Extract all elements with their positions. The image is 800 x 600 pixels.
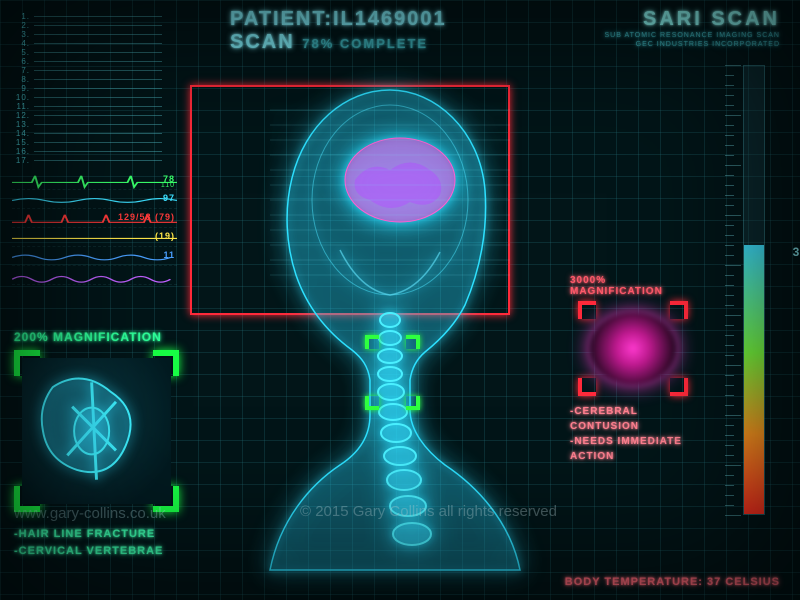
right-notes: -CEREBRAL CONTUSION -NEEDS IMMEDIATE ACT… — [570, 404, 700, 464]
scale-row: 13. — [12, 120, 162, 129]
vital-trace: (19) — [12, 230, 177, 247]
scan-label: SCAN — [230, 31, 295, 53]
contusion-detail-image — [590, 313, 676, 384]
scale-row: 10. — [12, 93, 162, 102]
vital-trace: 11 — [12, 249, 177, 266]
watermark-text: www.gary-collins.co.uk — [14, 505, 166, 522]
temperature-ticks — [725, 65, 741, 515]
right-note-1: -CEREBRAL CONTUSION — [570, 404, 700, 434]
vital-trace: 129/58 (79) — [12, 211, 177, 228]
left-magnification-panel: 200% MAGNIFICATION -HAIR LINE FRACTURE -… — [14, 330, 184, 559]
vital-trace: 78110 — [12, 173, 177, 190]
scale-row: 16. — [12, 147, 162, 156]
brand-sub2: GEC INDUSTRIES INCORPORATED — [605, 40, 781, 49]
patient-id: IL1469001 — [333, 8, 447, 30]
copyright-text: © 2015 Gary Collins all rights reserved — [300, 503, 557, 520]
vital-trace — [12, 268, 177, 285]
temperature-label: BODY TEMPERATURE: 37 CELSIUS — [565, 576, 780, 588]
left-mag-label: 200% MAGNIFICATION — [14, 330, 184, 344]
vital-trace: 97 — [12, 192, 177, 209]
scale-row: 5. — [12, 48, 162, 57]
patient-label: PATIENT: — [230, 8, 333, 30]
scale-row: 12. — [12, 111, 162, 120]
scale-row: 3. — [12, 30, 162, 39]
scale-row: 2. — [12, 21, 162, 30]
brand-block: SARI SCAN SUB ATOMIC RESONANCE IMAGING S… — [605, 8, 781, 49]
vertebrae-detail-image — [22, 358, 171, 504]
scale-row: 7. — [12, 66, 162, 75]
scale-row: 15. — [12, 138, 162, 147]
scale-row: 14. — [12, 129, 162, 138]
temperature-value: 37 — [793, 245, 800, 259]
brand-name: SARI SCAN — [605, 8, 781, 31]
scale-row: 9. — [12, 84, 162, 93]
vitals-panel: 78110 97 129/58 (79) (19) 11 — [12, 173, 177, 287]
temperature-track — [743, 65, 765, 515]
scale-row: 17. — [12, 156, 162, 165]
scale-row: 8. — [12, 75, 162, 84]
brand-sub1: SUB ATOMIC RESONANCE IMAGING SCAN — [605, 31, 781, 40]
left-notes: -HAIR LINE FRACTURE -CERVICAL VERTEBRAE — [14, 526, 184, 559]
temperature-fill — [744, 245, 764, 514]
scale-row: 1. — [12, 12, 162, 21]
left-note-1: -HAIR LINE FRACTURE — [14, 526, 184, 543]
scale-row: 6. — [12, 57, 162, 66]
right-note-2: -NEEDS IMMEDIATE ACTION — [570, 434, 700, 464]
scale-row: 11. — [12, 102, 162, 111]
right-mag-frame — [578, 301, 688, 396]
right-magnification-panel: 3000% MAGNIFICATION -CEREBRAL CONTUSION … — [570, 275, 700, 464]
scan-progress: 78% COMPLETE — [302, 36, 428, 51]
header-block: PATIENT:IL1469001 SCAN 78% COMPLETE — [230, 8, 447, 54]
right-mag-label: 3000% MAGNIFICATION — [570, 275, 700, 297]
left-scale: 1.2.3.4.5.6.7.8.9.10.11.12.13.14.15.16.1… — [12, 12, 162, 165]
left-mag-frame — [14, 350, 179, 512]
temperature-bar: 37 — [725, 65, 780, 515]
scale-row: 4. — [12, 39, 162, 48]
left-note-2: -CERVICAL VERTEBRAE — [14, 543, 184, 560]
neck-region-bracket — [365, 335, 420, 410]
